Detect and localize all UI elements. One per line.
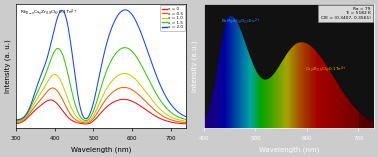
X-axis label: Wavelength (nm): Wavelength (nm) xyxy=(71,146,132,153)
Legend: x = 0, x = 0.5, x = 1.0, x = 1.5, x = 2.0: x = 0, x = 0.5, x = 1.0, x = 1.5, x = 2.… xyxy=(160,5,185,31)
x = 0.5 xyxy=(179,121,184,123)
x = 2.0 xyxy=(92,98,97,100)
x = 2.0 xyxy=(14,119,19,121)
x = 0.5 xyxy=(148,105,152,107)
x = 1.5 xyxy=(179,117,184,119)
x = 1.0 xyxy=(179,119,184,121)
Line: x = 1.0: x = 1.0 xyxy=(16,73,186,122)
x = 2.0 xyxy=(97,77,101,79)
x = 0.5 xyxy=(184,122,189,124)
x = 2.0 xyxy=(148,57,152,59)
x = 0.5 xyxy=(92,116,97,118)
x = 1.0 xyxy=(179,119,184,121)
Line: x = 0: x = 0 xyxy=(16,99,186,124)
x = 2.0 xyxy=(179,113,184,115)
Line: x = 0.5: x = 0.5 xyxy=(16,87,186,123)
Y-axis label: Intensity (a. u.): Intensity (a. u.) xyxy=(4,39,11,93)
x = 0 xyxy=(92,119,97,121)
Line: x = 1.5: x = 1.5 xyxy=(16,48,186,121)
x = 1.0 xyxy=(92,113,97,115)
x = 2.0 xyxy=(179,113,184,115)
x = 0.5 xyxy=(179,121,184,123)
X-axis label: Wavelength (nm): Wavelength (nm) xyxy=(259,146,319,153)
Text: BaMgAl$_{10}$O$_{17}$:Eu$^{2+}$: BaMgAl$_{10}$O$_{17}$:Eu$^{2+}$ xyxy=(222,17,261,27)
x = 0 xyxy=(14,123,19,125)
x = 0.5 xyxy=(14,122,19,124)
x = 0 xyxy=(179,123,184,125)
x = 1.5 xyxy=(97,94,101,95)
x = 1.5 xyxy=(148,81,152,83)
x = 0 xyxy=(97,114,101,116)
x = 1.5 xyxy=(122,47,127,49)
x = 0 xyxy=(121,98,126,100)
x = 1.0 xyxy=(122,73,127,74)
x = 0 xyxy=(184,123,189,125)
x = 2.0 xyxy=(23,115,27,117)
x = 1.5 xyxy=(184,119,189,120)
x = 0.5 xyxy=(23,118,27,120)
Text: Rb$_{2-x}$Cs$_x$Zr$_{0.9}$Cl$_6$:0.1Te$^{4+}$: Rb$_{2-x}$Cs$_x$Zr$_{0.9}$Cl$_6$:0.1Te$^… xyxy=(20,7,77,16)
Y-axis label: Intensity (a.u.): Intensity (a.u.) xyxy=(192,40,198,92)
x = 1.5 xyxy=(14,120,19,122)
Text: Ra = 79
Tc = 5182 K
CIE = (0.3407, 0.3561): Ra = 79 Tc = 5182 K CIE = (0.3407, 0.356… xyxy=(321,7,370,20)
x = 1.0 xyxy=(184,120,189,122)
x = 2.0 xyxy=(184,116,189,118)
x = 0 xyxy=(148,112,152,114)
x = 2.0 xyxy=(123,9,127,11)
x = 0 xyxy=(23,119,27,121)
x = 1.5 xyxy=(92,108,97,110)
x = 0.5 xyxy=(83,122,88,124)
x = 1.5 xyxy=(23,116,27,118)
x = 0.5 xyxy=(97,109,101,111)
x = 0 xyxy=(83,123,88,125)
x = 1.0 xyxy=(97,104,101,106)
Text: Cs$_2$Zr$_{0.9}$Cl$_6$:0.1Te$^{4+}$: Cs$_2$Zr$_{0.9}$Cl$_6$:0.1Te$^{4+}$ xyxy=(305,64,347,74)
x = 0 xyxy=(179,123,184,125)
x = 1.0 xyxy=(14,121,19,123)
x = 1.0 xyxy=(23,117,27,119)
x = 1.5 xyxy=(179,117,184,119)
Line: x = 2.0: x = 2.0 xyxy=(16,10,186,120)
x = 1.0 xyxy=(148,97,152,99)
x = 0.5 xyxy=(122,87,126,88)
